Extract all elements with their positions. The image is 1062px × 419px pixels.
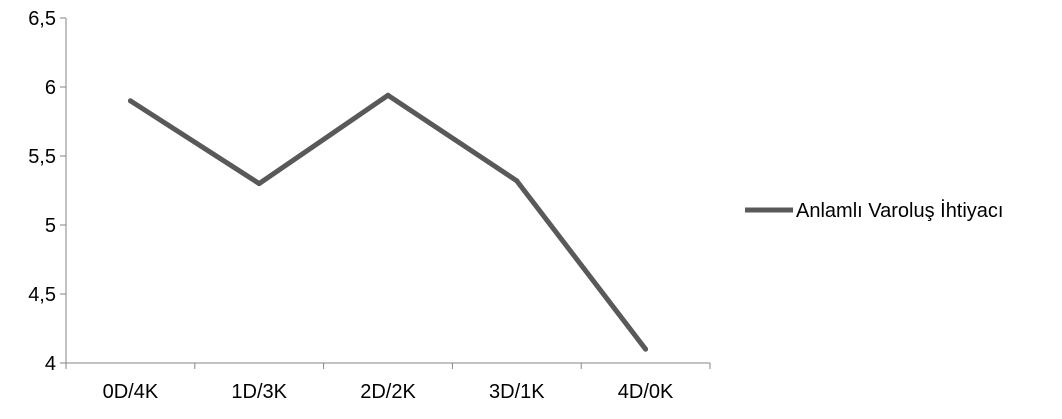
data-point xyxy=(514,178,520,184)
legend: Anlamlı Varoluş İhtiyacı xyxy=(745,199,1004,222)
x-tick-label: 1D/3K xyxy=(231,381,287,403)
series-layer xyxy=(127,92,649,352)
y-tick-label: 5 xyxy=(45,215,56,237)
y-tick-label: 6 xyxy=(45,77,56,99)
data-point xyxy=(127,98,133,104)
y-tick-label: 6,5 xyxy=(28,8,56,30)
x-axis-ticks: 0D/4K 1D/3K 2D/2K 3D/1K 4D/0K xyxy=(65,363,711,403)
y-tick-label: 5,5 xyxy=(28,146,56,168)
x-tick-label: 2D/2K xyxy=(360,381,416,403)
x-tick-label: 4D/0K xyxy=(618,381,674,403)
legend-label: Anlamlı Varoluş İhtiyacı xyxy=(796,199,1004,222)
axes xyxy=(65,18,710,364)
data-point xyxy=(385,92,391,98)
y-tick-label: 4,5 xyxy=(28,284,56,306)
x-tick-label: 0D/4K xyxy=(103,381,159,403)
data-point xyxy=(643,346,649,352)
series-line xyxy=(129,92,648,351)
data-point xyxy=(256,181,262,187)
x-tick-label: 3D/1K xyxy=(489,381,545,403)
y-tick-label: 4 xyxy=(45,353,56,375)
y-axis-ticks: 4 4,5 5 5,5 6 6,5 xyxy=(28,8,66,375)
